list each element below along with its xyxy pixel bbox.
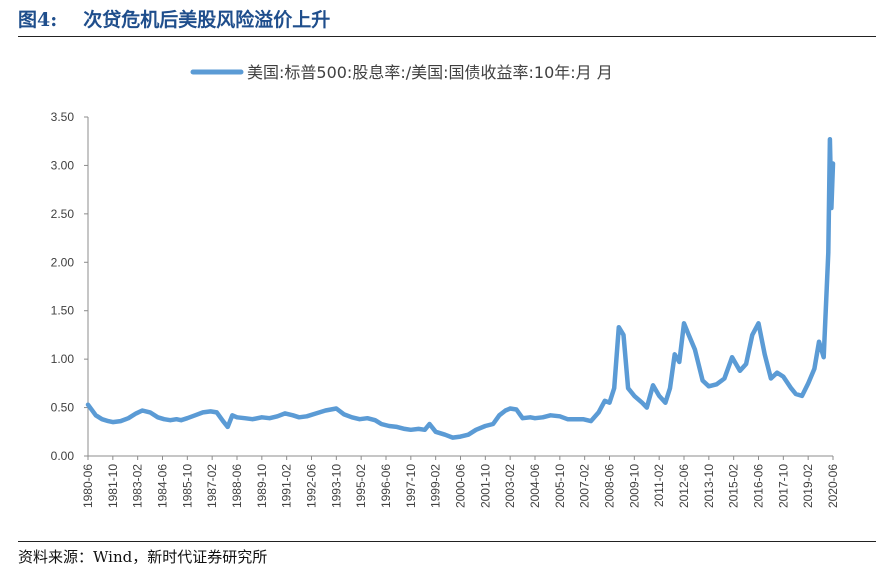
y-tick-label: 3.00 xyxy=(51,158,75,172)
legend-label: 美国:标普500:股息率:/美国:国债收益率:10年:月 月 xyxy=(247,63,613,82)
x-tick-label: 1992-06 xyxy=(305,464,319,508)
source-note: 资料来源：Wind，新时代证券研究所 xyxy=(18,548,268,566)
x-tick-label: 2005-10 xyxy=(553,464,567,508)
series-line xyxy=(85,137,836,440)
y-tick-label: 2.50 xyxy=(51,207,75,221)
x-tick-label: 2016-06 xyxy=(752,464,766,508)
y-tick-label: 1.00 xyxy=(51,352,75,366)
x-tick-label: 2015-02 xyxy=(727,464,741,508)
y-tick-label: 0.00 xyxy=(51,449,75,463)
x-tick-label: 2007-02 xyxy=(578,464,592,508)
y-tick-label: 2.00 xyxy=(51,255,75,269)
x-tick-label: 2001-10 xyxy=(478,464,492,508)
figure-number: 图4: xyxy=(18,8,58,31)
bottom-divider xyxy=(18,541,876,542)
x-tick-label: 2013-10 xyxy=(702,464,716,508)
x-tick-label: 1989-10 xyxy=(255,464,269,508)
y-tick-label: 3.50 xyxy=(51,110,75,124)
y-tick-label: 0.50 xyxy=(51,401,75,415)
x-tick-label: 1983-02 xyxy=(131,464,145,508)
x-tick-label: 1980-06 xyxy=(81,464,95,508)
x-tick-label: 2003-02 xyxy=(503,464,517,508)
x-tick-label: 1991-02 xyxy=(280,464,294,508)
x-tick-label: 2017-10 xyxy=(776,464,790,508)
x-tick-label: 2020-06 xyxy=(826,464,840,508)
x-tick-label: 2009-10 xyxy=(627,464,641,508)
figure-header: 图4: 次贷危机后美股风险溢价上升 xyxy=(18,3,330,33)
figure-title: 次贷危机后美股风险溢价上升 xyxy=(83,8,331,31)
x-tick-label: 1984-06 xyxy=(156,464,170,508)
x-tick-label: 2011-02 xyxy=(652,464,666,507)
x-tick-label: 1997-10 xyxy=(404,464,418,508)
x-tick-label: 1993-10 xyxy=(329,464,343,508)
x-tick-label: 2008-06 xyxy=(603,464,617,508)
x-tick-label: 1999-02 xyxy=(429,464,443,508)
x-tick-label: 2019-02 xyxy=(801,464,815,508)
x-tick-label: 1995-02 xyxy=(354,464,368,508)
x-tick-label: 1981-10 xyxy=(106,464,120,508)
x-tick-label: 1988-06 xyxy=(230,464,244,508)
x-tick-label: 2004-06 xyxy=(528,464,542,508)
x-tick-label: 1985-10 xyxy=(180,464,194,508)
top-divider xyxy=(18,36,876,37)
x-tick-label: 1987-02 xyxy=(205,464,219,508)
x-tick-label: 1996-06 xyxy=(379,464,393,508)
x-tick-label: 2012-06 xyxy=(677,464,691,508)
y-tick-label: 1.50 xyxy=(51,304,75,318)
x-tick-label: 2000-06 xyxy=(454,464,468,508)
